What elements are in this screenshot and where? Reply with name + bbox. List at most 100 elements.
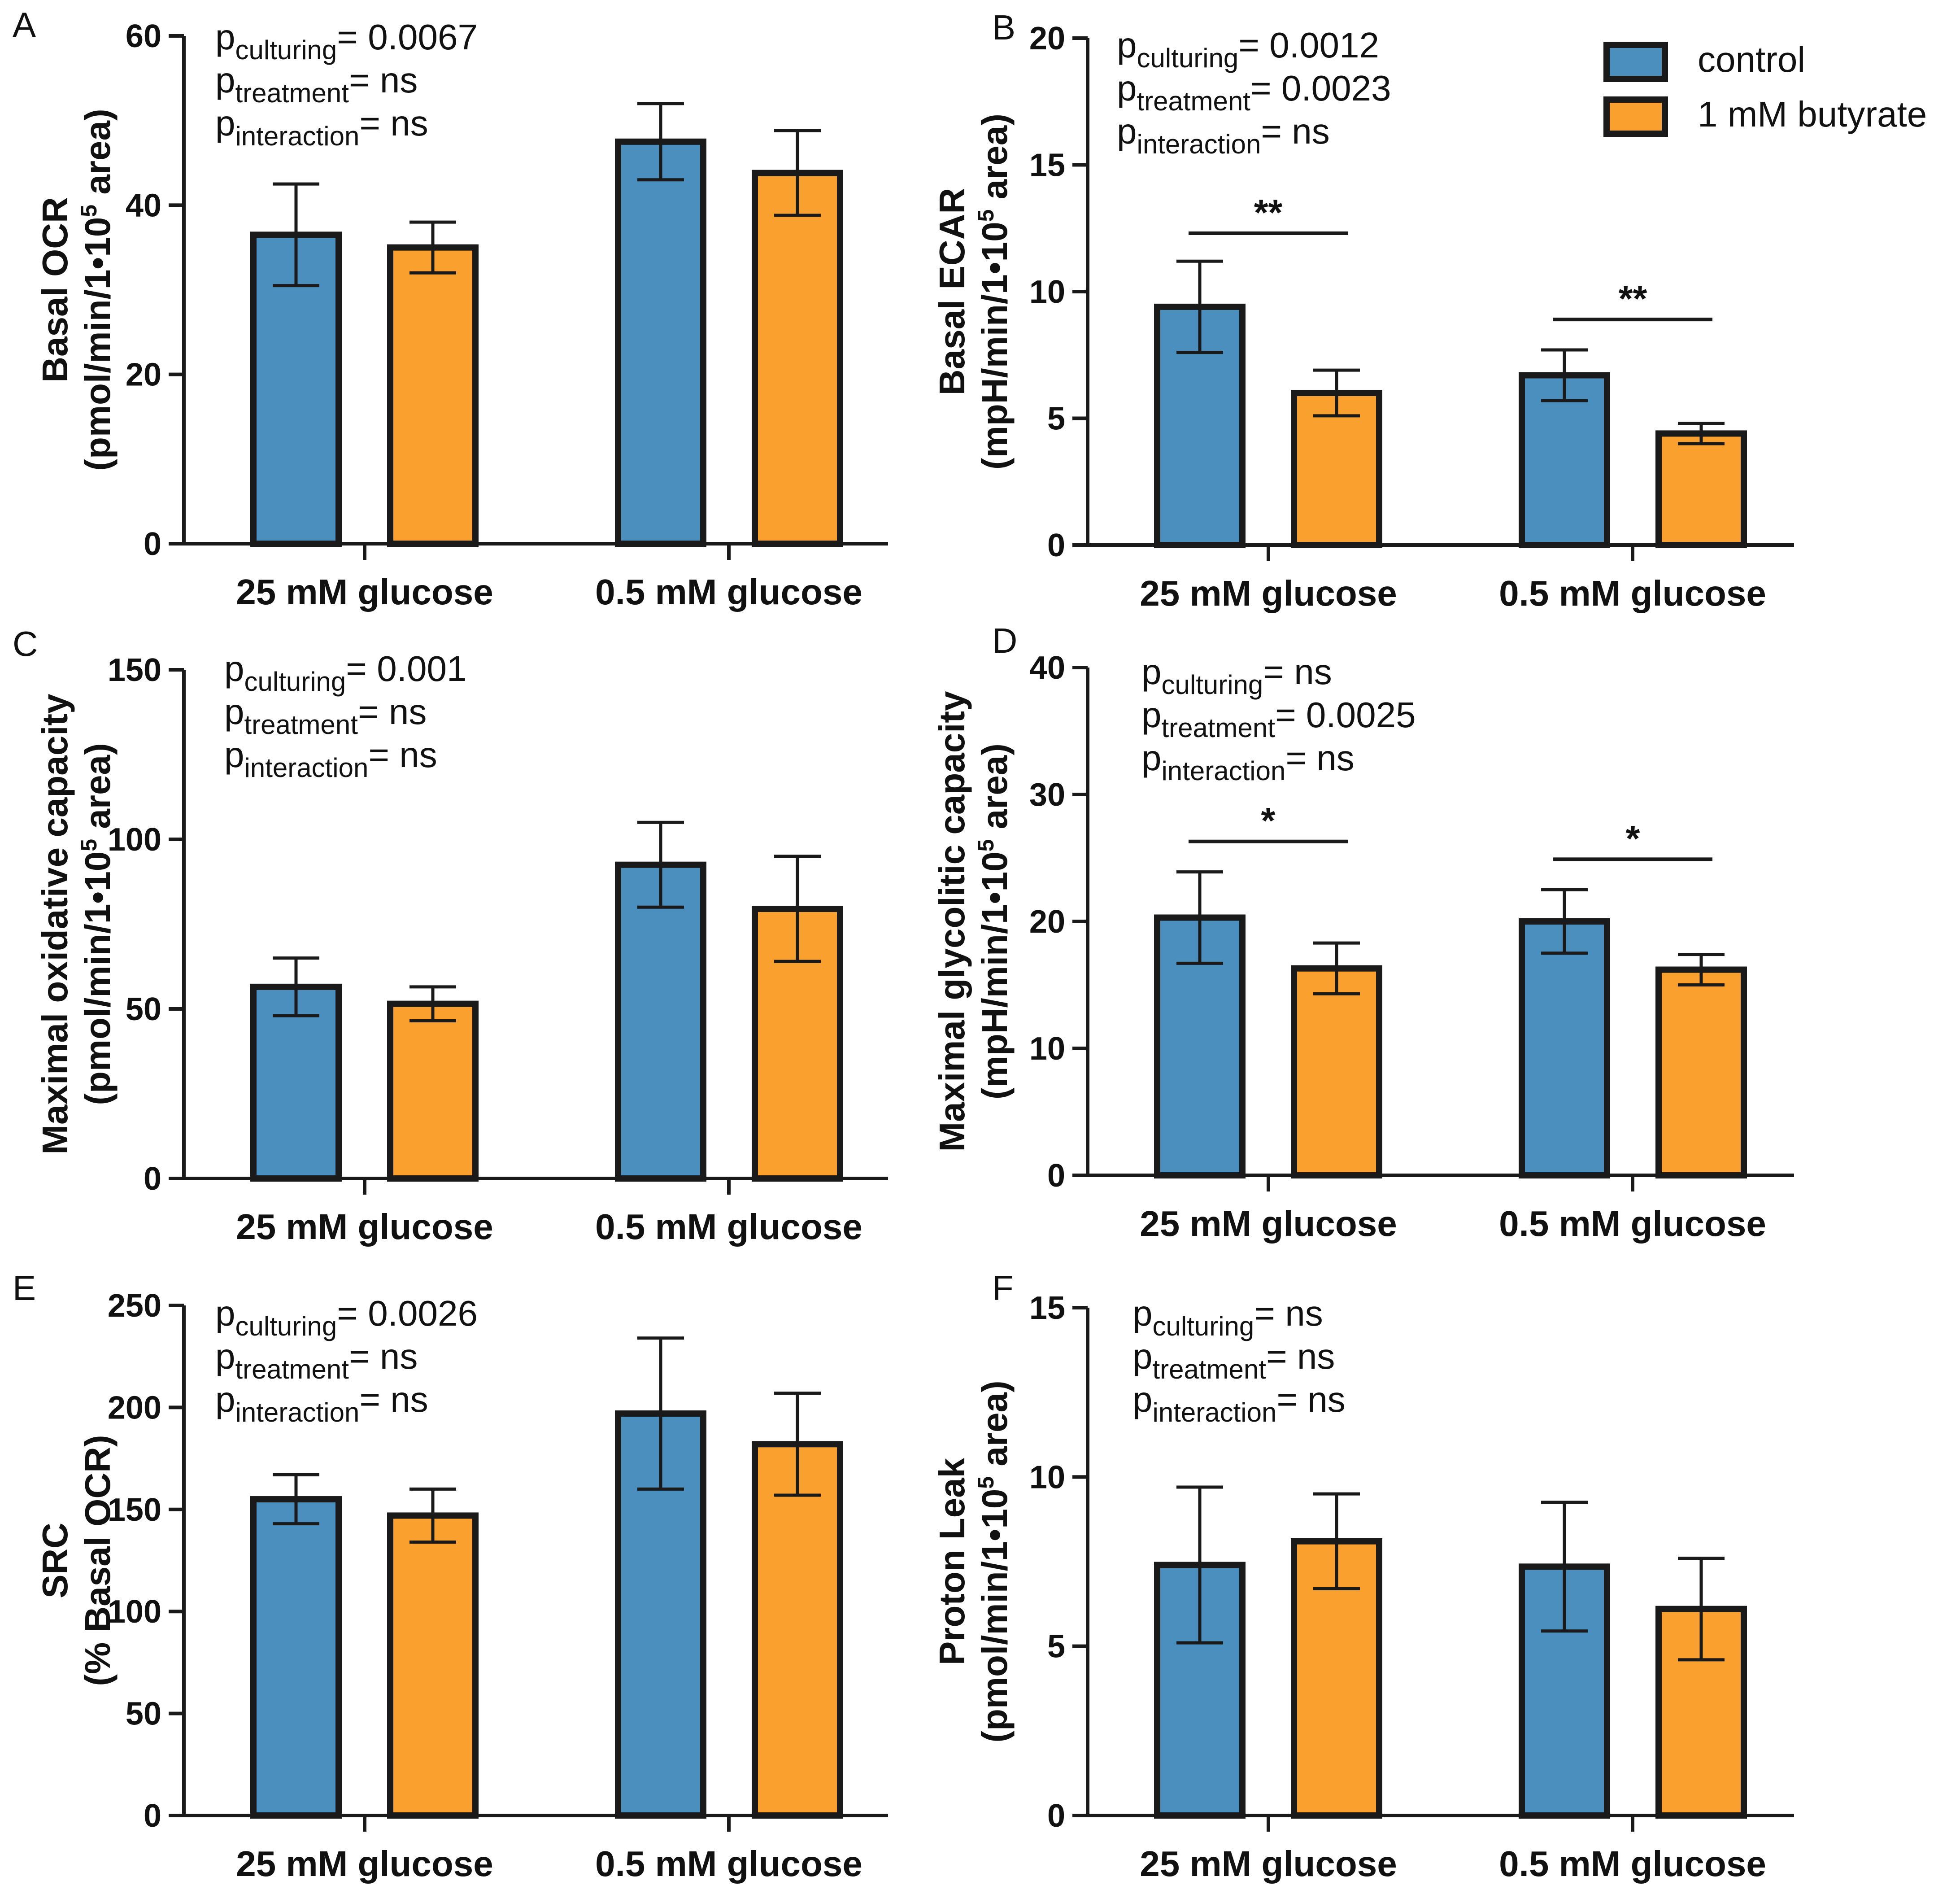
y-tick-label: 150 (108, 652, 161, 688)
y-tick-label: 40 (1029, 650, 1065, 686)
x-tick-label: 0.5 mM glucose (595, 1207, 862, 1247)
stat-p: p (1132, 1293, 1153, 1333)
stat-p: p (1117, 111, 1137, 151)
y-tick-label: 0 (144, 1161, 161, 1197)
stat-value: = 0.001 (346, 649, 466, 689)
stat-p: p (224, 649, 244, 689)
stat-value: = 0.0067 (337, 17, 478, 57)
y-axis-label-units: (% Basal OCR) (78, 1435, 118, 1686)
stat-subscript: culturing (244, 667, 346, 697)
stat-p: p (1141, 695, 1162, 735)
y-axis-label-exponent: 5 (973, 839, 998, 852)
y-axis-label-line1: Maximal oxidative capacity (35, 694, 75, 1155)
stat-p: p (215, 1336, 235, 1376)
panel-f: F 0 5 10 15 25 mM glucose 0.5 mM glucose Proton… (932, 1268, 1794, 1884)
error-bar (1176, 870, 1223, 965)
stat-line: pculturing= 0.001 (224, 649, 466, 697)
stat-value: = ns (1266, 1336, 1335, 1376)
stat-p: p (215, 103, 235, 143)
y-tick-label: 100 (108, 1594, 161, 1630)
stat-line: ptreatment= ns (224, 692, 427, 740)
stat-subscript: interaction (1162, 756, 1286, 786)
bar-butyrate-25mm (387, 1512, 479, 1819)
stat-p: p (1132, 1336, 1153, 1376)
x-tick-label: 0.5 mM glucose (595, 572, 862, 612)
stat-line: ptreatment= 0.0025 (1141, 695, 1416, 743)
stat-p: p (1141, 738, 1162, 778)
y-axis-label-line2: (mpH/min/1•105 area) (973, 113, 1015, 470)
panel-letter: A (13, 5, 36, 44)
stat-subscript: interaction (235, 1397, 360, 1427)
bar-control-05mm (615, 138, 706, 547)
stat-subscript: culturing (1137, 43, 1239, 73)
stat-value: = ns (358, 692, 427, 732)
bar-butyrate-05mm (752, 170, 843, 547)
legend: control 1 mM butyrate (1603, 39, 1927, 137)
error-bar (1313, 1492, 1360, 1590)
stat-line: pculturing= 0.0012 (1117, 25, 1379, 73)
y-tick-label: 50 (126, 991, 161, 1027)
stat-p: p (224, 692, 244, 732)
y-tick-label: 0 (144, 526, 161, 562)
y-axis-label-exponent: 5 (76, 205, 101, 217)
error-bar (637, 1336, 684, 1491)
significance-label: * (1261, 801, 1276, 842)
stat-subscript: treatment (235, 1354, 349, 1384)
x-tick-label: 0.5 mM glucose (1499, 573, 1766, 613)
panel-letter: C (13, 624, 38, 663)
y-axis-label: Maximal oxidative capacity (pmol/min/1•10… (35, 694, 118, 1155)
stat-value: = ns (359, 1379, 428, 1419)
stat-value: = ns (349, 1336, 418, 1376)
y-axis-label-line2: (% Basal OCR) (78, 1435, 118, 1686)
y-axis-label-line1: Maximal glycolitic capacity (932, 691, 972, 1152)
error-bar (1313, 941, 1360, 995)
stat-p: p (215, 1293, 235, 1333)
bar-butyrate-05mm (1655, 430, 1747, 549)
bar-control-05mm (615, 861, 706, 1182)
error-bar (1678, 422, 1725, 445)
panel-letter: B (992, 8, 1015, 47)
stat-value: = ns (1276, 1379, 1345, 1419)
bar-control-25mm (250, 1496, 342, 1819)
significance-label: ** (1619, 279, 1647, 319)
stat-p: p (1117, 25, 1137, 65)
y-axis-label-line1: SRC (35, 1523, 75, 1598)
stat-subscript: culturing (1153, 1311, 1254, 1341)
panel-c: C 0 50 100 150 25 mM glucose 0.5 mM glucose Max… (13, 624, 888, 1247)
stat-subscript: treatment (1153, 1354, 1267, 1384)
y-axis-label: Proton Leak (pmol/min/1•105 area) (932, 1380, 1015, 1742)
error-bar (774, 855, 821, 963)
y-tick-label: 150 (108, 1492, 161, 1528)
stat-subscript: culturing (1162, 670, 1263, 700)
y-axis-label-exponent: 5 (973, 1476, 998, 1489)
stat-line: ptreatment= ns (1132, 1336, 1335, 1384)
y-tick-label: 250 (108, 1288, 161, 1324)
x-tick-label: 0.5 mM glucose (1499, 1204, 1766, 1244)
y-tick-label: 10 (1029, 1031, 1065, 1067)
stat-subscript: interaction (1153, 1397, 1277, 1427)
y-tick-label: 5 (1047, 1629, 1065, 1665)
stat-line: pculturing= 0.0026 (215, 1293, 478, 1341)
y-axis-label-units: (pmol/min/1•10 (78, 851, 118, 1105)
y-axis-label-units: (mpH/min/1•10 (975, 222, 1015, 470)
stat-line: ptreatment= ns (215, 60, 418, 108)
stat-value: = 0.0012 (1238, 25, 1379, 65)
stat-line: pinteraction= ns (215, 103, 428, 151)
y-tick-label: 200 (108, 1390, 161, 1426)
stat-line: pinteraction= ns (1141, 738, 1355, 786)
y-tick-label: 0 (144, 1798, 161, 1834)
stat-line: pinteraction= ns (224, 735, 437, 783)
stat-line: pculturing= 0.0067 (215, 17, 478, 65)
error-bar (1541, 348, 1588, 402)
stat-value: = 0.0026 (337, 1293, 478, 1333)
bar-butyrate-25mm (387, 1000, 479, 1182)
stat-value: = ns (1254, 1293, 1323, 1333)
panel-letter: D (992, 621, 1017, 660)
stat-p: p (215, 1379, 235, 1419)
legend-swatch-butyrate (1603, 96, 1668, 137)
y-tick-label: 15 (1029, 1290, 1065, 1326)
error-bar (1541, 888, 1588, 955)
error-bar (774, 129, 821, 217)
stat-line: ptreatment= 0.0023 (1117, 68, 1391, 116)
